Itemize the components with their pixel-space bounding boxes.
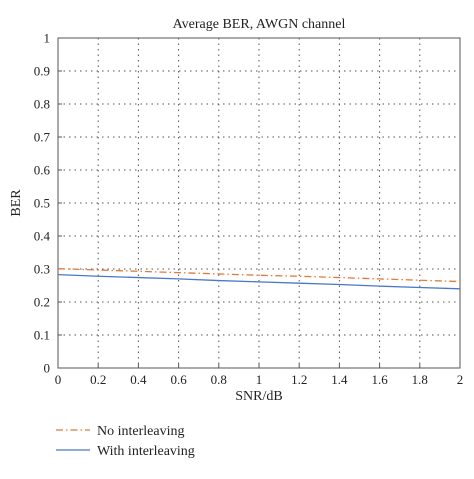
y-tick-label: 0.6 — [34, 163, 51, 178]
y-axis-label: BER — [9, 189, 24, 217]
series-line-2 — [57, 273, 461, 290]
legend: No interleaving With interleaving — [56, 424, 195, 459]
chart-title: Average BER, AWGN channel — [173, 17, 346, 32]
x-tick-label: 1.2 — [291, 372, 307, 387]
y-tick-label: 0.4 — [34, 229, 51, 244]
series-layer — [57, 268, 461, 290]
x-tick-label: 0.8 — [211, 372, 227, 387]
x-tick-label: 1.4 — [331, 372, 348, 387]
x-tick-label: 1 — [256, 372, 263, 387]
x-tick-label: 0.4 — [130, 372, 147, 387]
y-tick-label: 0 — [44, 361, 51, 376]
x-tick-label: 0.2 — [90, 372, 106, 387]
legend-label: No interleaving — [97, 424, 184, 439]
legend-label: With interleaving — [97, 444, 195, 459]
y-tick-label: 0.9 — [34, 64, 50, 79]
x-tick-label: 1.8 — [412, 372, 428, 387]
y-tick-label: 0.5 — [34, 196, 50, 211]
y-tick-label: 1 — [44, 31, 51, 46]
x-tick-label: 0.6 — [170, 372, 187, 387]
x-tick-label: 1.6 — [371, 372, 388, 387]
x-tick-label: 2 — [457, 372, 464, 387]
grid-layer — [58, 38, 460, 368]
y-tick-label: 0.8 — [34, 97, 50, 112]
y-tick-label: 0.7 — [34, 130, 51, 145]
y-tick-label: 0.3 — [34, 262, 50, 277]
x-axis-label: SNR/dB — [235, 389, 282, 404]
x-tick-label: 0 — [55, 372, 62, 387]
tick-layer: 0 0.2 0.4 0.6 0.8 1 1.2 1.4 1.6 1.8 2 0 0.1 0.2 0.3 0.4… — [34, 31, 464, 388]
y-tick-label: 0.1 — [34, 328, 50, 343]
y-tick-label: 0.2 — [34, 295, 50, 310]
series-line-1 — [57, 268, 461, 283]
